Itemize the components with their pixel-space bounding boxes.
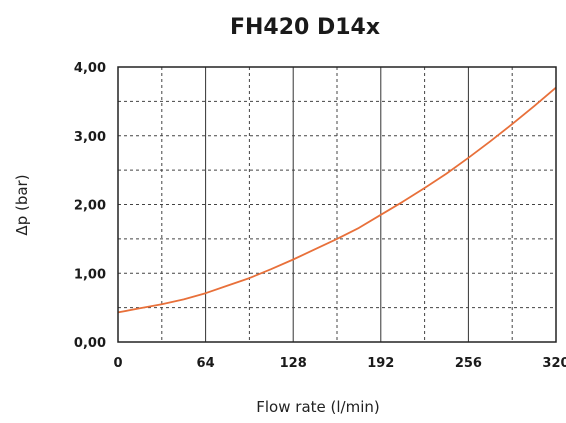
plot-frame: [117, 66, 557, 343]
x-tick-label: 320: [542, 356, 566, 371]
x-tick-label: 64: [197, 356, 215, 371]
y-tick-label: 3,00: [74, 130, 106, 145]
x-tick-label: 192: [367, 356, 394, 371]
y-tick-label: 0,00: [74, 336, 106, 351]
y-tick-label: 4,00: [74, 61, 106, 76]
x-axis-label: Flow rate (l/min): [256, 398, 380, 416]
tick-labels: 0 64 128 192 256 320 0,00 1,00 2,00 3,00 4,00: [74, 61, 566, 371]
chart-title: FH420 D14x: [230, 15, 380, 40]
series-line: [117, 86, 557, 314]
x-tick-label: 256: [455, 356, 482, 371]
x-tick-label: 128: [280, 356, 307, 371]
x-tick-label: 0: [113, 356, 122, 371]
y-tick-label: 1,00: [74, 267, 106, 282]
grid: [118, 67, 556, 342]
series: [117, 86, 557, 314]
y-tick-label: 2,00: [74, 199, 106, 214]
y-axis-label: Δp (bar): [13, 174, 31, 236]
